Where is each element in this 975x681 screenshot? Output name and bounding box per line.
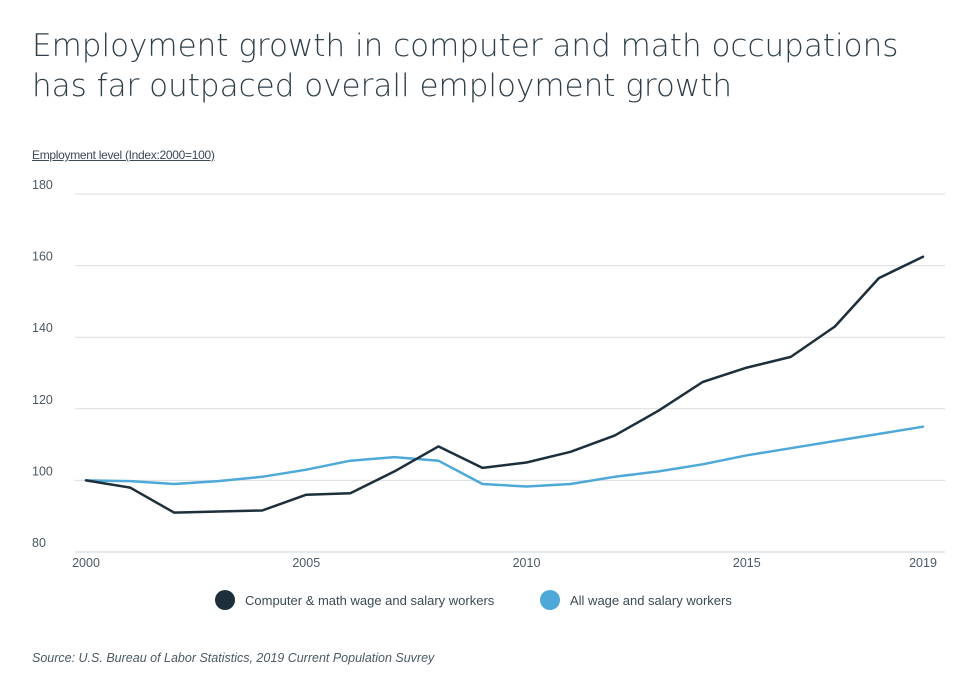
legend-swatch-computer-math bbox=[215, 590, 235, 610]
x-axis-ticks: 2000 2005 2010 2015 2019 bbox=[72, 556, 937, 570]
y-tick-label-120: 120 bbox=[32, 393, 53, 407]
legend-label-computer-math: Computer & math wage and salary workers bbox=[245, 592, 495, 608]
legend-label-all-workers: All wage and salary workers bbox=[570, 592, 732, 608]
x-tick-label-2000: 2000 bbox=[72, 556, 100, 570]
chart-title-line-2: has far outpaced overall employment grow… bbox=[32, 68, 733, 104]
series-line-all-workers bbox=[84, 425, 925, 488]
legend-swatch-all-workers bbox=[540, 590, 560, 610]
y-axis-ticks: 80 100 120 140 160 180 bbox=[32, 178, 53, 550]
series-line-computer-math bbox=[84, 255, 925, 514]
y-tick-label-180: 180 bbox=[32, 178, 53, 192]
x-tick-label-2005: 2005 bbox=[292, 556, 320, 570]
y-tick-label-100: 100 bbox=[32, 464, 53, 478]
source-note: Source: U.S. Bureau of Labor Statistics,… bbox=[32, 651, 435, 665]
gridlines bbox=[75, 193, 945, 553]
chart-title-line-1: Employment growth in computer and math o… bbox=[32, 28, 899, 64]
legend: Computer & math wage and salary workers … bbox=[0, 590, 975, 616]
chart-title: Employment growth in computer and math o… bbox=[32, 26, 962, 106]
y-axis-label: Employment level (Index:2000=100) bbox=[32, 148, 215, 162]
legend-item-computer-math: Computer & math wage and salary workers bbox=[215, 590, 494, 610]
y-tick-label-160: 160 bbox=[32, 250, 53, 264]
y-tick-label-140: 140 bbox=[32, 321, 53, 335]
x-tick-label-2019: 2019 bbox=[909, 556, 937, 570]
x-tick-label-2010: 2010 bbox=[513, 556, 541, 570]
x-tick-label-2015: 2015 bbox=[733, 556, 761, 570]
series-lines bbox=[84, 255, 925, 514]
legend-item-all-workers: All wage and salary workers bbox=[540, 590, 732, 610]
y-tick-label-80: 80 bbox=[32, 536, 46, 550]
